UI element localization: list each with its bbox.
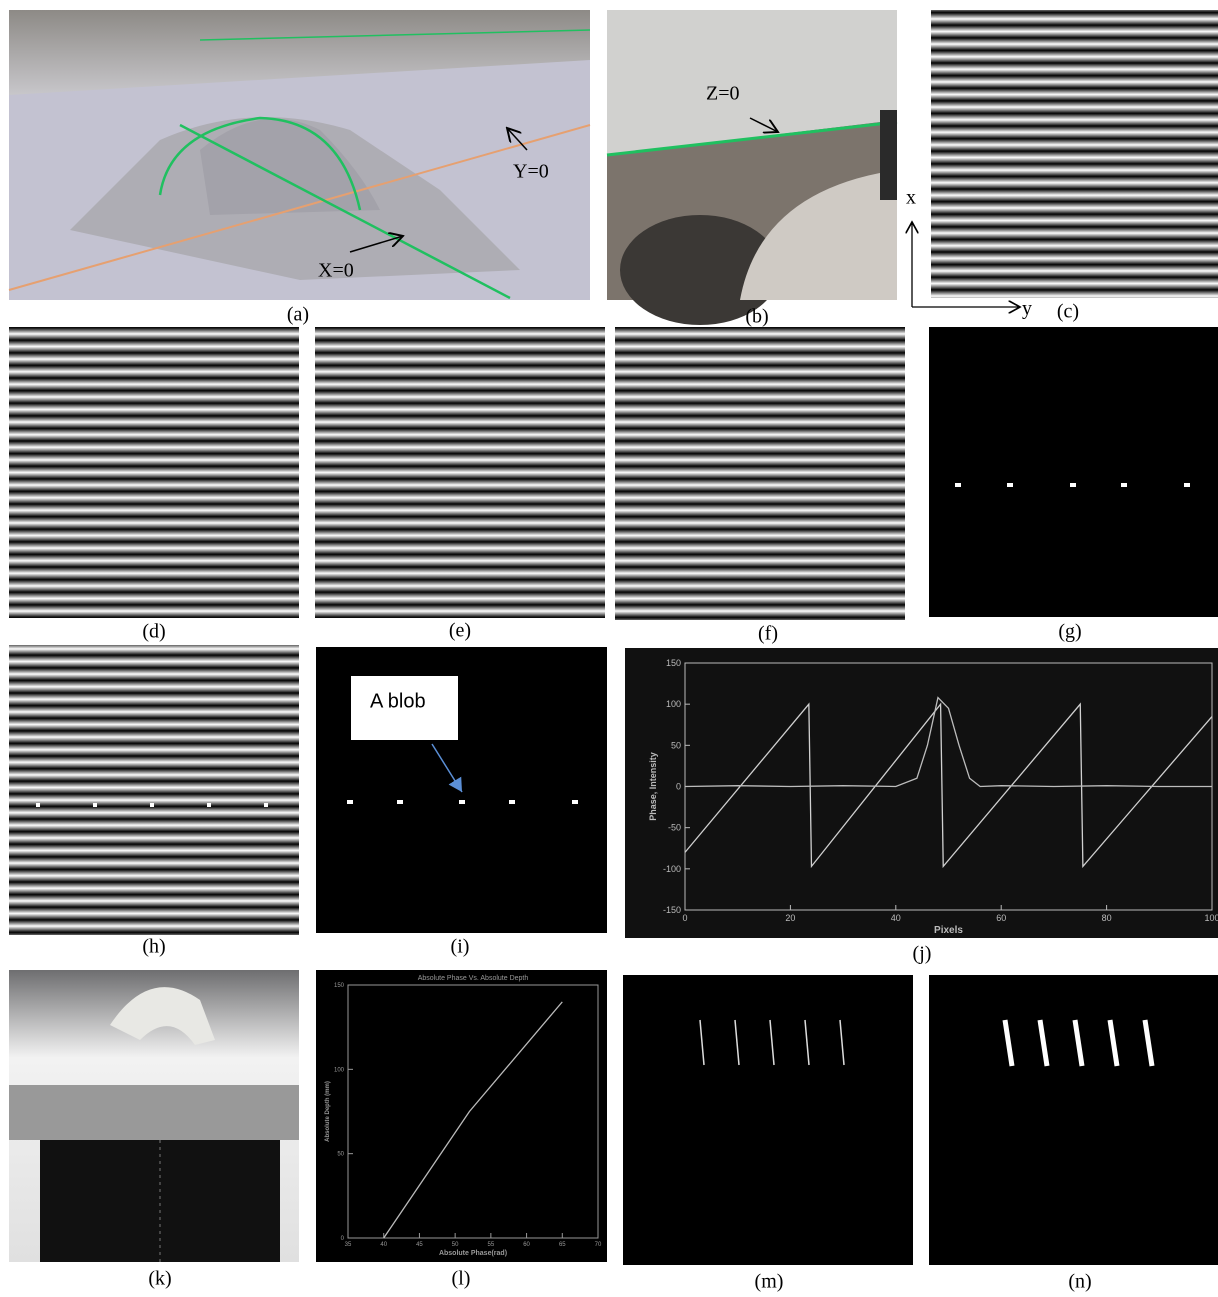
panel-label: (e) (449, 620, 471, 642)
panel-label: (k) (148, 1268, 171, 1290)
callout-text: A blob (370, 690, 426, 712)
panel-label: (i) (451, 936, 470, 958)
x-tick-label: 45 (416, 1242, 423, 1248)
y-tick-label: 100 (666, 699, 681, 709)
blob (459, 800, 465, 804)
blob (1121, 483, 1127, 487)
x-tick-label: 55 (488, 1242, 495, 1248)
fringe-c (931, 10, 1218, 298)
blob (397, 800, 403, 804)
panel-label: (g) (1058, 621, 1081, 643)
fringe-e (315, 327, 605, 618)
figure: (a) (b) (c) (d) (e) (f) (g) (h) (i) (j) (k) (l) (m) (… (0, 0, 1218, 1297)
x-tick-label: 80 (1102, 913, 1112, 923)
x-tick-label: 40 (380, 1242, 387, 1248)
panel-label: (b) (745, 306, 768, 328)
annotation: Z=0 (706, 83, 740, 105)
blob (36, 803, 40, 807)
panel-label: (d) (142, 621, 165, 643)
panel-label: (f) (758, 623, 778, 645)
x-axis-label: Pixels (934, 925, 963, 936)
y-tick-label: 150 (334, 983, 345, 989)
panel-label: (h) (142, 936, 165, 958)
y-tick-label: 150 (666, 658, 681, 668)
x-tick-label: 60 (523, 1242, 530, 1248)
y-tick-label: -100 (663, 864, 681, 874)
x-axis-label: Absolute Phase(rad) (439, 1250, 507, 1257)
blob (1007, 483, 1013, 487)
fringe-d (9, 327, 299, 618)
y-axis-label: Absolute Depth (mm) (325, 1081, 331, 1142)
panel-label: (c) (1057, 301, 1079, 323)
line-image-m (623, 975, 913, 1265)
y-tick-label: -50 (668, 823, 681, 833)
axis-name: y (1022, 298, 1032, 320)
panel-label: (j) (913, 943, 932, 965)
axis-name: x (906, 187, 916, 209)
y-tick-label: 0 (676, 782, 681, 792)
panel-label: (l) (452, 1268, 471, 1290)
blob (509, 800, 515, 804)
plot-l (316, 970, 607, 1262)
blob (1070, 483, 1076, 487)
blob (207, 803, 211, 807)
annotation: X=0 (318, 260, 354, 282)
photo-a (9, 10, 590, 300)
blob (347, 800, 353, 804)
fringe-h (9, 645, 299, 935)
blob (264, 803, 268, 807)
photo-b (607, 10, 897, 325)
panel-label: (m) (755, 1271, 784, 1293)
x-tick-label: 100 (1204, 913, 1218, 923)
fringe-f (615, 327, 905, 620)
x-tick-label: 70 (595, 1242, 602, 1248)
x-tick-label: 65 (559, 1242, 566, 1248)
panel-label: (a) (287, 304, 309, 326)
blob (955, 483, 961, 487)
blob-image-g (929, 327, 1218, 617)
blob (150, 803, 154, 807)
x-tick-label: 35 (345, 1242, 352, 1248)
page: {"panels": { "a": {"label": "(a)", "anno… (0, 0, 1218, 1297)
chart-title: Absolute Phase Vs. Absolute Depth (418, 975, 529, 982)
x-tick-label: 50 (452, 1242, 459, 1248)
y-tick-label: 50 (671, 740, 681, 750)
y-tick-label: 100 (334, 1067, 345, 1073)
x-tick-label: 20 (785, 913, 795, 923)
photo-k (9, 970, 299, 1262)
blob (93, 803, 97, 807)
x-tick-label: 40 (891, 913, 901, 923)
blob (1184, 483, 1190, 487)
x-tick-label: 0 (682, 913, 687, 923)
y-axis-label: Phase, Intensity (648, 752, 658, 821)
panel-label: (n) (1068, 1271, 1091, 1293)
x-tick-label: 60 (996, 913, 1006, 923)
line-image-n (929, 975, 1218, 1265)
y-tick-label: 50 (337, 1152, 344, 1158)
y-tick-label: -150 (663, 905, 681, 915)
blob (572, 800, 578, 804)
plot-j (625, 648, 1218, 938)
annotation: Y=0 (513, 161, 549, 183)
